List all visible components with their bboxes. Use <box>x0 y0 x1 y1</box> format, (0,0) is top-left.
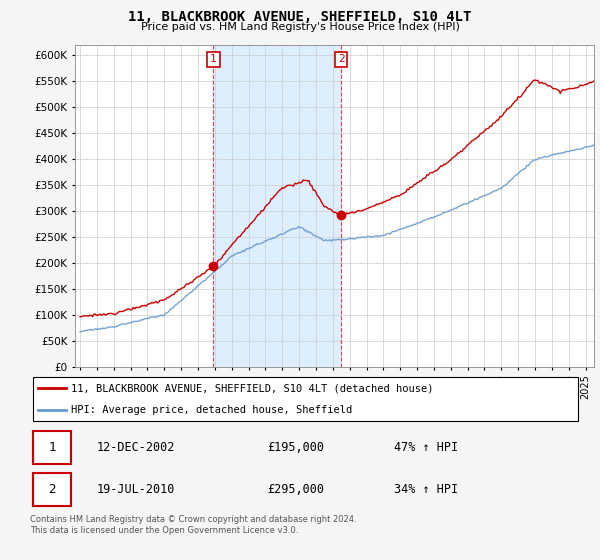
Text: 2: 2 <box>49 483 56 496</box>
Text: £195,000: £195,000 <box>268 441 325 454</box>
Text: 34% ↑ HPI: 34% ↑ HPI <box>394 483 458 496</box>
Text: Price paid vs. HM Land Registry's House Price Index (HPI): Price paid vs. HM Land Registry's House … <box>140 22 460 32</box>
Text: 19-JUL-2010: 19-JUL-2010 <box>96 483 175 496</box>
Text: £295,000: £295,000 <box>268 483 325 496</box>
Text: 47% ↑ HPI: 47% ↑ HPI <box>394 441 458 454</box>
Text: 2: 2 <box>338 54 344 64</box>
FancyBboxPatch shape <box>33 431 71 464</box>
Text: 11, BLACKBROOK AVENUE, SHEFFIELD, S10 4LT (detached house): 11, BLACKBROOK AVENUE, SHEFFIELD, S10 4L… <box>71 383 434 393</box>
FancyBboxPatch shape <box>33 473 71 506</box>
Bar <box>214 45 341 367</box>
FancyBboxPatch shape <box>33 377 578 421</box>
Text: 11, BLACKBROOK AVENUE, SHEFFIELD, S10 4LT: 11, BLACKBROOK AVENUE, SHEFFIELD, S10 4L… <box>128 10 472 24</box>
Text: 12-DEC-2002: 12-DEC-2002 <box>96 441 175 454</box>
Text: Contains HM Land Registry data © Crown copyright and database right 2024.
This d: Contains HM Land Registry data © Crown c… <box>30 515 356 535</box>
Text: HPI: Average price, detached house, Sheffield: HPI: Average price, detached house, Shef… <box>71 405 353 415</box>
Text: 1: 1 <box>210 54 217 64</box>
Text: 1: 1 <box>49 441 56 454</box>
